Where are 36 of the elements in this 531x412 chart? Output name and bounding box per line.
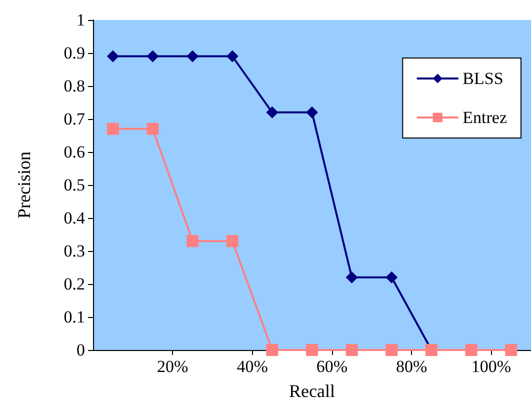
point — [346, 271, 358, 284]
point — [186, 50, 199, 62]
point — [226, 235, 238, 248]
y-tick-label: 0 — [76, 340, 85, 360]
y-tick-label: 0.9 — [64, 44, 85, 62]
point — [386, 271, 398, 284]
y-tick-label: 0.1 — [64, 308, 85, 326]
y-tick-label: 0.7 — [64, 110, 86, 128]
legend-label: Entrez — [462, 108, 508, 127]
y-tick-label: 0.5 — [64, 176, 85, 194]
point — [346, 344, 358, 356]
point — [266, 344, 278, 356]
y-tick-label: 0.2 — [64, 274, 85, 294]
point — [106, 122, 119, 135]
legend-label: BLSS — [462, 69, 504, 88]
point — [146, 50, 159, 62]
y-tick-label: 0.6 — [64, 142, 85, 162]
x-tick-label: 60% — [316, 357, 348, 376]
point — [386, 344, 398, 356]
y-tick-label: 1 — [76, 10, 85, 30]
point — [106, 50, 119, 62]
y-tick-label: 0.3 — [64, 242, 85, 260]
y-tick-label: 0.8 — [64, 76, 85, 96]
x-tick-label: 40% — [236, 357, 268, 376]
point — [226, 50, 238, 62]
point — [266, 106, 278, 118]
y-tick-label: 0.4 — [64, 208, 86, 228]
y-axis-title: Precision — [14, 152, 34, 218]
x-tick-label: 20% — [157, 357, 188, 376]
x-tick-label: 100% — [471, 357, 512, 376]
point — [306, 106, 318, 118]
x-tick-label: 80% — [396, 357, 428, 376]
x-axis-title: Recall — [289, 381, 335, 401]
point — [146, 122, 159, 135]
point — [186, 235, 199, 248]
point — [306, 344, 318, 356]
